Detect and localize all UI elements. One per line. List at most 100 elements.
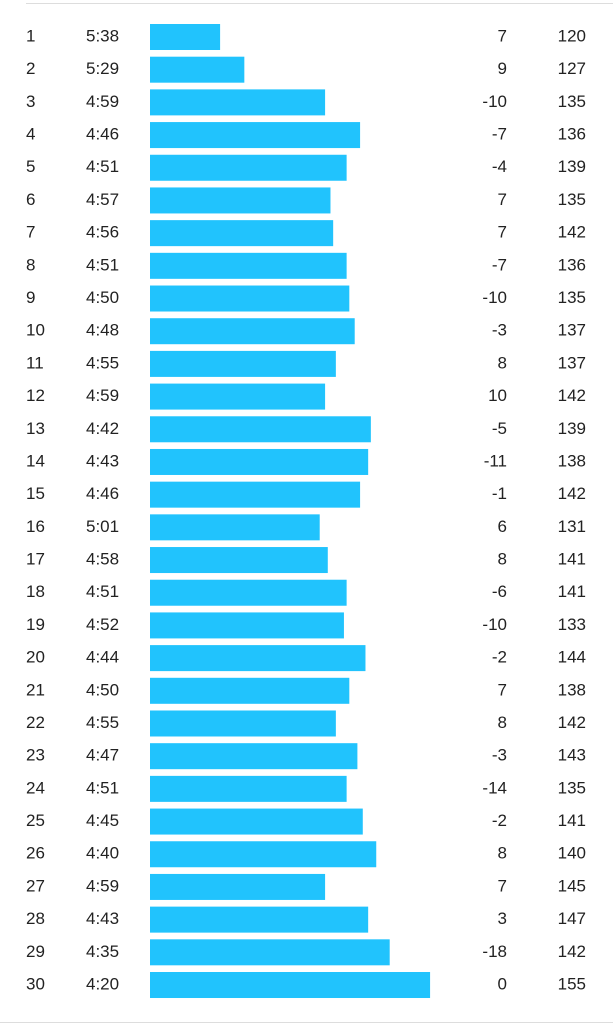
split-heart-rate: 136 — [558, 125, 586, 144]
split-number: 2 — [26, 59, 35, 78]
pace-bar — [150, 775, 347, 802]
split-heart-rate: 141 — [558, 582, 586, 601]
split-heart-rate: 139 — [558, 419, 586, 438]
pace-bar — [150, 448, 369, 475]
split-heart-rate: 142 — [558, 484, 586, 503]
split-pace: 4:43 — [86, 909, 119, 928]
split-elevation: 8 — [498, 353, 507, 372]
pace-bar — [150, 89, 326, 116]
pace-bar — [150, 24, 221, 50]
pace-bar — [150, 350, 336, 377]
split-elevation: 7 — [498, 680, 507, 699]
split-pace: 4:58 — [86, 550, 119, 569]
pace-bar — [150, 743, 358, 770]
split-pace: 4:45 — [86, 811, 119, 830]
split-elevation: -11 — [484, 451, 507, 470]
split-pace: 4:48 — [86, 321, 119, 340]
pace-bar — [150, 481, 361, 508]
split-pace: 4:59 — [86, 876, 119, 895]
split-elevation: -4 — [492, 157, 507, 176]
split-number: 3 — [26, 92, 35, 111]
pace-bar — [150, 220, 334, 247]
split-elevation: -3 — [492, 321, 507, 340]
pace-bar — [150, 906, 369, 933]
split-pace: 4:42 — [86, 419, 119, 438]
pace-bar — [150, 56, 245, 83]
split-number: 17 — [26, 550, 45, 569]
pace-bar — [150, 318, 355, 345]
split-number: 16 — [26, 517, 45, 536]
split-elevation: -2 — [492, 648, 507, 667]
split-elevation: 7 — [498, 190, 507, 209]
split-elevation: 9 — [498, 59, 507, 78]
split-heart-rate: 135 — [558, 778, 586, 797]
split-number: 10 — [26, 321, 45, 340]
split-heart-rate: 133 — [558, 615, 586, 634]
split-number: 18 — [26, 582, 45, 601]
split-number: 24 — [26, 778, 45, 797]
split-elevation: -1 — [492, 484, 507, 503]
split-number: 15 — [26, 484, 45, 503]
split-elevation: -7 — [492, 255, 507, 274]
split-heart-rate: 135 — [558, 288, 586, 307]
split-heart-rate: 136 — [558, 255, 586, 274]
split-pace: 4:51 — [86, 255, 119, 274]
split-number: 22 — [26, 713, 45, 732]
split-pace: 4:46 — [86, 484, 119, 503]
split-number: 11 — [26, 353, 44, 372]
split-elevation: 8 — [498, 844, 507, 863]
split-heart-rate: 127 — [558, 59, 586, 78]
split-number: 12 — [26, 386, 45, 405]
pace-bar — [150, 514, 320, 541]
split-heart-rate: 131 — [558, 517, 586, 536]
pace-bar — [150, 416, 371, 443]
split-elevation: -7 — [492, 125, 507, 144]
split-heart-rate: 137 — [558, 353, 586, 372]
split-elevation: 8 — [498, 550, 507, 569]
split-pace: 4:59 — [86, 92, 119, 111]
split-heart-rate: 135 — [558, 92, 586, 111]
pace-bar — [150, 285, 350, 312]
split-heart-rate: 141 — [558, 550, 586, 569]
split-pace: 4:55 — [86, 713, 119, 732]
split-heart-rate: 142 — [558, 223, 586, 242]
pace-bar — [150, 972, 431, 999]
split-pace: 4:51 — [86, 157, 119, 176]
pace-bar — [150, 939, 390, 966]
pace-bar — [150, 252, 347, 279]
split-number: 6 — [26, 190, 35, 209]
split-pace: 4:50 — [86, 288, 119, 307]
split-pace: 4:51 — [86, 582, 119, 601]
split-heart-rate: 140 — [558, 844, 586, 863]
pace-bar — [150, 645, 366, 672]
split-pace: 4:57 — [86, 190, 119, 209]
pace-bar — [150, 547, 328, 574]
split-number: 20 — [26, 648, 45, 667]
split-elevation: -10 — [482, 92, 507, 111]
split-elevation: -6 — [492, 582, 507, 601]
pace-bar — [150, 612, 344, 639]
split-elevation: 8 — [498, 713, 507, 732]
pace-bar — [150, 187, 331, 214]
split-number: 7 — [26, 223, 35, 242]
split-number: 14 — [26, 451, 45, 470]
split-pace: 4:40 — [86, 844, 119, 863]
split-heart-rate: 142 — [558, 713, 586, 732]
split-elevation: 3 — [498, 909, 507, 928]
split-pace: 4:50 — [86, 680, 119, 699]
pace-bar — [150, 841, 377, 868]
split-heart-rate: 120 — [558, 26, 586, 45]
split-heart-rate: 143 — [558, 746, 586, 765]
split-number: 19 — [26, 615, 45, 634]
split-pace: 5:01 — [86, 517, 119, 536]
split-number: 13 — [26, 419, 45, 438]
split-number: 1 — [26, 26, 35, 45]
split-number: 26 — [26, 844, 45, 863]
split-heart-rate: 147 — [558, 909, 586, 928]
split-pace: 4:44 — [86, 648, 119, 667]
split-elevation: -14 — [482, 778, 507, 797]
split-pace: 4:59 — [86, 386, 119, 405]
split-elevation: -18 — [482, 942, 507, 961]
split-pace: 4:47 — [86, 746, 119, 765]
